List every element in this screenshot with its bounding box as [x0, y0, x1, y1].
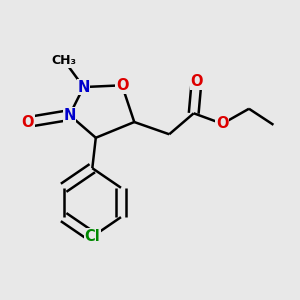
- Text: O: O: [21, 115, 34, 130]
- Text: N: N: [63, 107, 76, 122]
- Text: N: N: [77, 80, 90, 94]
- Text: O: O: [116, 78, 128, 93]
- Text: O: O: [190, 74, 203, 89]
- Text: Cl: Cl: [84, 229, 100, 244]
- Text: CH₃: CH₃: [52, 54, 77, 67]
- Text: O: O: [216, 116, 229, 131]
